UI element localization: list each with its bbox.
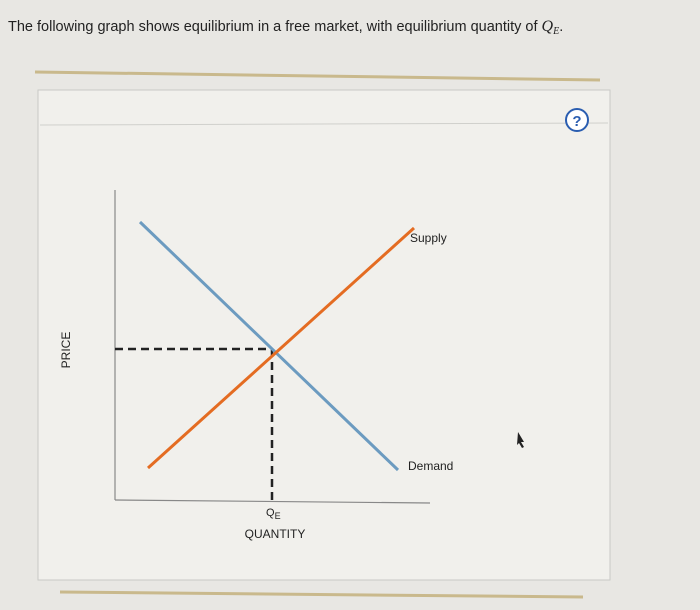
supply-curve — [146, 226, 416, 470]
x-axis-label: QUANTITY — [245, 527, 306, 541]
demand-label: Demand — [408, 459, 453, 473]
cursor — [517, 432, 524, 448]
equilibrium-label: QE — [266, 507, 281, 521]
question-subscript: E — [552, 26, 559, 37]
question-period: . — [559, 19, 563, 35]
question-text: The following graph shows equilibrium in… — [8, 18, 563, 37]
question-variable: Q — [542, 18, 554, 35]
y-axis-label: PRICE — [59, 332, 73, 369]
equilibrium-variable: Q — [266, 507, 275, 519]
equilibrium-subscript: E — [275, 511, 281, 521]
bottom-divider — [59, 590, 584, 599]
graph-panel — [37, 89, 611, 581]
x-axis — [114, 499, 431, 504]
panel-header-line — [39, 122, 609, 126]
help-button[interactable] — [565, 108, 589, 132]
demand-curve — [138, 220, 400, 472]
help-icon[interactable]: ? — [572, 113, 581, 130]
divider — [34, 70, 601, 82]
question-body: The following graph shows equilibrium in… — [8, 19, 542, 35]
supply-label: Supply — [410, 231, 447, 245]
